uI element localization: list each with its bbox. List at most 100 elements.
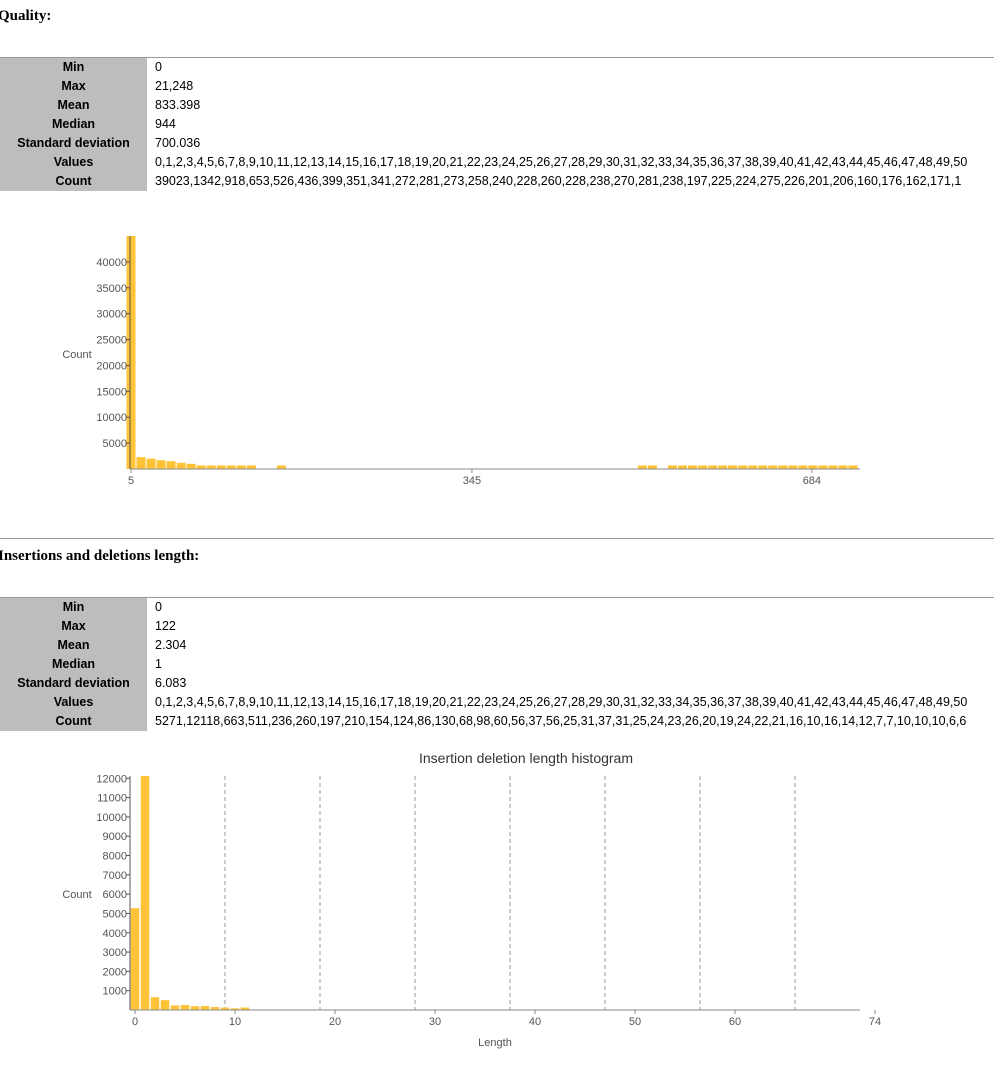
y-tick-label: 2000	[103, 966, 127, 978]
histogram-bar	[246, 465, 256, 469]
y-tick-label: 1000	[103, 986, 127, 998]
y-tick-label: 6000	[103, 889, 127, 901]
stat-row-count: Count 5271,12118,663,511,236,260,197,210,…	[0, 712, 994, 731]
quality-title: Quality:	[0, 8, 52, 24]
stat-label: Values	[0, 153, 147, 172]
histogram-bar	[130, 908, 140, 1010]
histogram-bar	[220, 1007, 230, 1010]
indel-stats-table: Min 0 Max 122 Mean 2.304 Median 1 Standard d…	[0, 598, 994, 731]
stat-value: 21,248	[147, 77, 994, 96]
histogram-bar	[190, 1006, 200, 1010]
stat-row-count: Count 39023,1342,918,653,526,436,399,351,…	[0, 172, 994, 191]
histogram-bar	[156, 460, 166, 469]
stat-label: Min	[0, 58, 147, 77]
histogram-bar	[150, 997, 160, 1010]
histogram-bar	[200, 1005, 210, 1010]
histogram-bar	[136, 457, 146, 469]
x-tick-label: 345	[463, 475, 481, 487]
y-tick-label: 7000	[103, 870, 127, 882]
histogram-bar	[738, 465, 748, 469]
y-tick-label: 35000	[96, 283, 127, 295]
y-tick-label: 11000	[97, 793, 127, 805]
histogram-bar	[146, 458, 156, 469]
x-tick-label: 0	[132, 1016, 138, 1028]
stat-value: 1	[147, 655, 994, 674]
stat-value: 833.398	[147, 96, 994, 115]
stat-row-min: Min 0	[0, 58, 994, 77]
x-tick-label: 20	[329, 1016, 341, 1028]
stat-label: Min	[0, 598, 147, 617]
histogram-bar	[808, 465, 818, 469]
stat-label: Mean	[0, 96, 147, 115]
histogram-bar	[637, 465, 647, 469]
stat-label: Median	[0, 655, 147, 674]
histogram-bar	[166, 461, 176, 469]
stat-value: 700.036	[147, 134, 994, 153]
histogram-bar	[688, 465, 698, 469]
histogram-bar	[140, 776, 150, 1010]
histogram-bar	[678, 465, 688, 469]
histogram-bar	[667, 465, 677, 469]
y-tick-label: 10000	[96, 412, 127, 424]
stat-label: Count	[0, 172, 147, 191]
x-tick-label: 50	[629, 1016, 641, 1028]
histogram-bar	[748, 465, 758, 469]
stat-row-mean: Mean 2.304	[0, 636, 994, 655]
histogram-bar	[170, 1005, 180, 1010]
histogram-bar	[838, 465, 848, 469]
stat-value: 0,1,2,3,4,5,6,7,8,9,10,11,12,13,14,15,16…	[147, 153, 994, 172]
stat-row-std: Standard deviation 700.036	[0, 134, 994, 153]
stat-value: 944	[147, 115, 994, 134]
stat-label: Count	[0, 712, 147, 731]
x-axis-label: Length	[478, 1037, 512, 1049]
stat-value: 39023,1342,918,653,526,436,399,351,341,2…	[147, 172, 994, 191]
y-tick-label: 25000	[96, 335, 127, 347]
histogram-bar	[210, 1007, 220, 1010]
x-tick-label: 10	[229, 1016, 241, 1028]
stat-row-mean: Mean 833.398	[0, 96, 994, 115]
chart-title: Insertion deletion length histogram	[419, 750, 633, 766]
stat-value: 2.304	[147, 636, 994, 655]
y-tick-label: 15000	[96, 386, 127, 398]
stat-row-min: Min 0	[0, 598, 994, 617]
histogram-bar	[848, 465, 858, 469]
x-tick-label: 74	[869, 1016, 881, 1028]
stat-label: Mean	[0, 636, 147, 655]
stat-row-values: Values 0,1,2,3,4,5,6,7,8,9,10,11,12,13,14…	[0, 693, 994, 712]
stat-label: Values	[0, 693, 147, 712]
histogram-bar	[718, 465, 728, 469]
stat-row-std: Standard deviation 6.083	[0, 674, 994, 693]
histogram-bar	[647, 465, 657, 469]
y-tick-label: 20000	[96, 360, 127, 372]
y-tick-label: 10000	[96, 812, 127, 824]
histogram-bar	[276, 465, 286, 469]
y-tick-label: 8000	[103, 851, 127, 863]
x-tick-label: 60	[729, 1016, 741, 1028]
histogram-bar	[758, 465, 768, 469]
x-tick-label: 684	[803, 475, 821, 487]
stat-label: Standard deviation	[0, 674, 147, 693]
stat-label: Median	[0, 115, 147, 134]
histogram-bar	[160, 1000, 170, 1010]
stat-value: 122	[147, 617, 994, 636]
stat-label: Standard deviation	[0, 134, 147, 153]
histogram-bar	[788, 465, 798, 469]
indel-divider	[0, 597, 994, 598]
histogram-bar	[216, 465, 226, 469]
histogram-bar	[176, 462, 186, 469]
histogram-bar	[708, 465, 718, 469]
histogram-bar	[126, 236, 136, 469]
histogram-bar	[186, 463, 196, 469]
y-tick-label: 30000	[96, 309, 127, 321]
x-tick-label: 40	[529, 1016, 541, 1028]
y-tick-label: 4000	[103, 928, 127, 940]
quality-stats-table: Min 0 Max 21,248 Mean 833.398 Median 944 Sta…	[0, 58, 994, 191]
histogram-bar	[180, 1004, 190, 1010]
histogram-bar	[828, 465, 838, 469]
histogram-bar	[236, 465, 246, 469]
y-tick-label: 9000	[103, 831, 127, 843]
indel-top-divider	[0, 538, 994, 539]
x-tick-label: 30	[429, 1016, 441, 1028]
y-axis-label: Count	[62, 349, 91, 361]
histogram-bar	[226, 465, 236, 469]
